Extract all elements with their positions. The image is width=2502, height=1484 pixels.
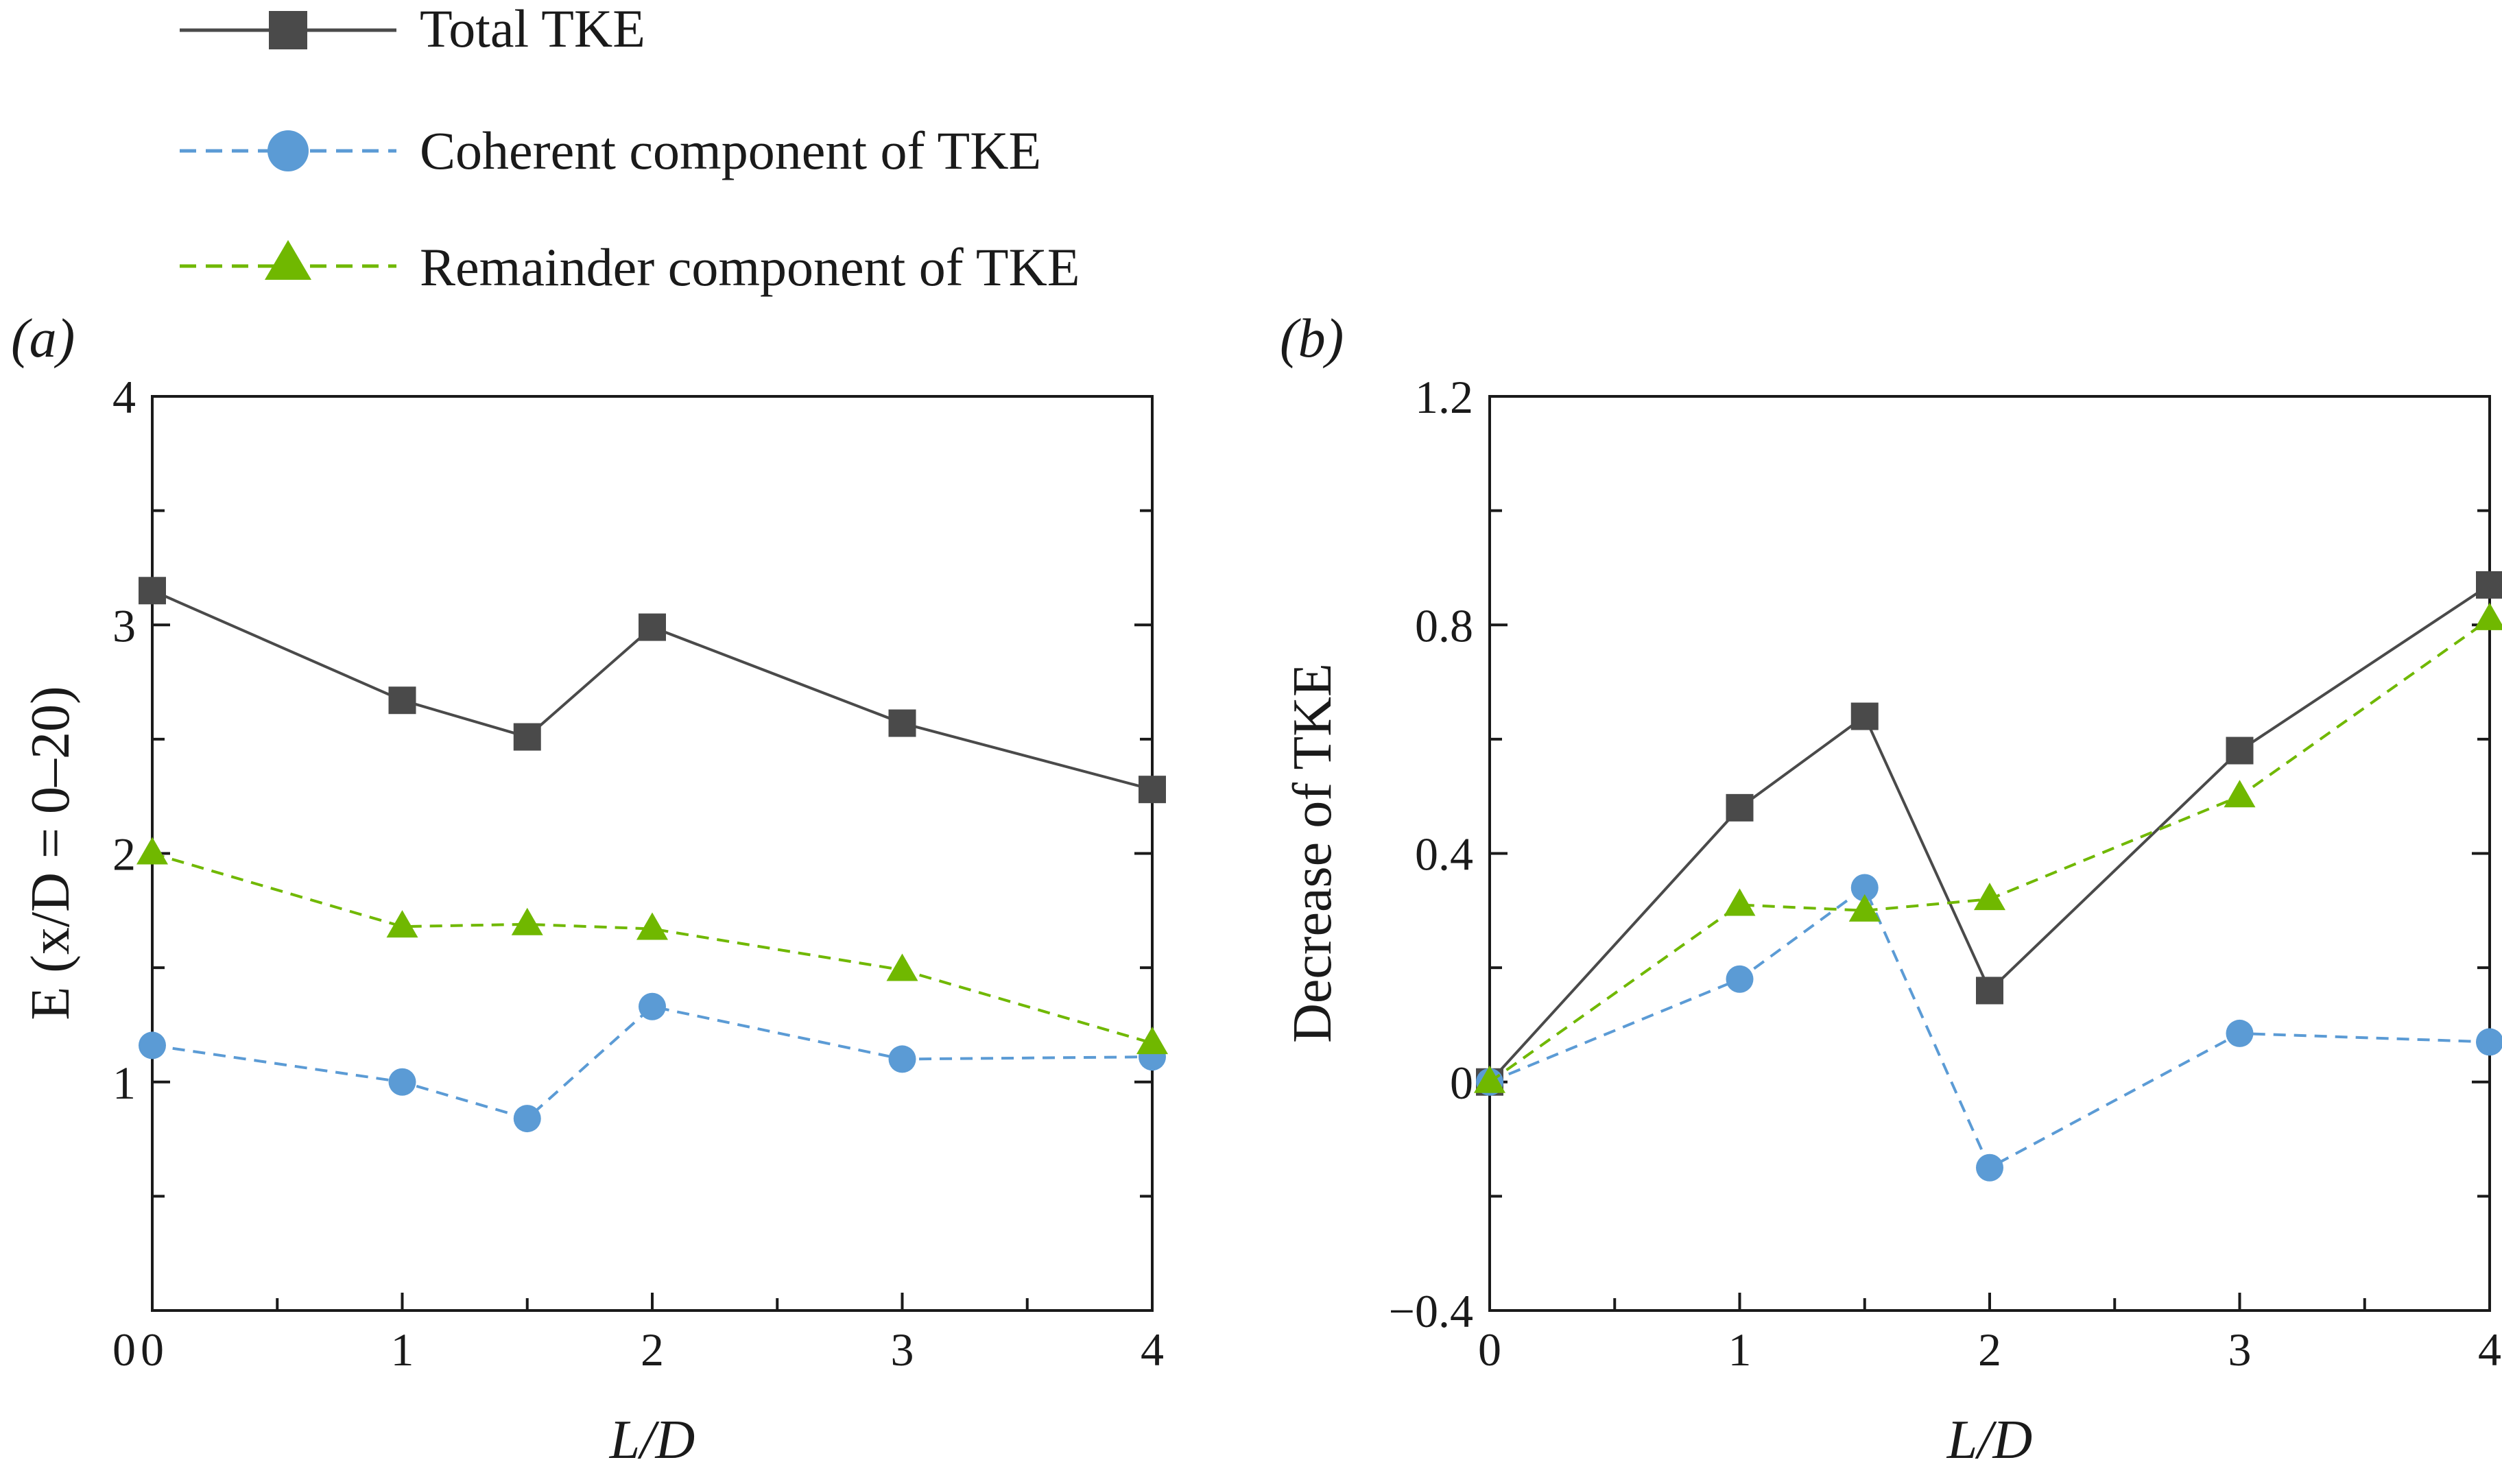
- panel-b-point-triangle: [1974, 883, 2005, 911]
- panel-b-x-tick-label: 2: [1978, 1324, 2001, 1376]
- panel-a-point-circle: [639, 992, 666, 1020]
- panel-a-point-square: [513, 723, 541, 751]
- panel-b-point-triangle: [1724, 888, 1756, 916]
- panel-b-series-line-1: [1489, 885, 2490, 1170]
- panel-b-point-circle: [1976, 1153, 2003, 1182]
- panel-b-point-circle: [2476, 1028, 2502, 1056]
- panel-b-point-square: [1850, 702, 1879, 730]
- panel-b-point-square: [1726, 793, 1754, 822]
- panel-b-point-triangle: [2474, 602, 2502, 630]
- legend-label-coherent: Coherent component of TKE: [420, 121, 1041, 180]
- panel-a-point-square: [639, 613, 666, 641]
- panel-a-point-triangle: [511, 907, 543, 935]
- panel-b-y-tick-label: 0: [1450, 1057, 1473, 1109]
- panel-a-x-tick-label: 1: [391, 1324, 414, 1376]
- legend-marker-triangle: [265, 240, 311, 280]
- panel-a-series: [136, 577, 1168, 1133]
- panel-a-ticks: 0 1 2 3 4 1 2 3 4 0: [112, 371, 1164, 1376]
- panel-a-point-square: [1139, 776, 1166, 804]
- panel-b-point-circle: [1726, 965, 1754, 993]
- panel-a-y-zero-label: 0: [112, 1324, 136, 1376]
- panel-a-y-axis-label: E (x/D = 0–20): [21, 686, 81, 1020]
- panel-b-series: [1474, 571, 2502, 1182]
- panel-a-point-triangle: [886, 953, 918, 981]
- legend-label-remainder: Remainder component of TKE: [420, 237, 1080, 297]
- panel-a-x-tick-label: 3: [891, 1324, 914, 1376]
- panel-b-series-line-2: [1488, 618, 2491, 1084]
- panel-a-point-circle: [139, 1031, 166, 1060]
- panel-b-point-circle: [2226, 1019, 2254, 1047]
- panel-a-x-axis-label: L/D: [609, 1410, 695, 1470]
- panel-b-series-line-0: [1488, 584, 2491, 1084]
- panel-a-x-tick-label: 0: [141, 1324, 164, 1376]
- panel-a-y-tick-label: 1: [112, 1057, 136, 1109]
- panel-b-point-triangle: [2224, 780, 2256, 808]
- panel-a-frame: [151, 395, 1154, 1312]
- panel-a-point-square: [888, 709, 916, 737]
- panel-a-letter: (a): [11, 309, 75, 369]
- legend-entry-remainder: Remainder component of TKE: [180, 237, 1080, 297]
- panel-a-x-tick-label: 4: [1141, 1324, 1164, 1376]
- panel-a-series-line-2: [152, 852, 1153, 1045]
- panel-a-point-circle: [388, 1068, 416, 1096]
- panel-a-x-tick-label: 2: [641, 1324, 664, 1376]
- panel-a-series-line-1: [152, 1005, 1153, 1121]
- panel-b-x-tick-label: 1: [1728, 1324, 1752, 1376]
- panel-a: (a) 0 1 2 3 4 1 2 3 4 0 L/D E (x/D = 0–20): [11, 309, 1168, 1470]
- legend-entry-coherent: Coherent component of TKE: [180, 121, 1041, 180]
- panel-b-y-tick-label: 1.2: [1415, 371, 1473, 423]
- panel-a-point-triangle: [1136, 1027, 1168, 1055]
- panel-a-point-square: [139, 577, 166, 605]
- panel-b-point-square: [2226, 737, 2254, 765]
- panel-a-series-line-0: [152, 589, 1153, 791]
- legend-marker-circle: [267, 130, 309, 171]
- panel-a-y-tick-label: 2: [112, 828, 136, 881]
- panel-b-point-triangle: [1848, 894, 1881, 922]
- panel-a-point-triangle: [636, 912, 668, 940]
- panel-b-ticks: 0 1 2 3 4−0.400.40.81.2: [1389, 371, 2501, 1376]
- panel-b-letter: (b): [1280, 309, 1344, 369]
- panel-b-point-circle: [1850, 874, 1879, 902]
- panel-b-point-square: [2476, 571, 2502, 599]
- panel-b: (b) 0 1 2 3 4−0.400.40.81.2 L/D Decrease of …: [1280, 309, 2502, 1470]
- panel-a-point-square: [388, 686, 416, 715]
- panel-b-x-tick-label: 4: [2478, 1324, 2501, 1376]
- panel-b-y-tick-label: 0.4: [1415, 828, 1473, 881]
- panel-a-y-tick-label: 3: [112, 599, 136, 651]
- panel-a-point-circle: [513, 1105, 541, 1133]
- panel-b-x-tick-label: 3: [2228, 1324, 2252, 1376]
- panel-b-y-tick-label: 0.8: [1415, 599, 1473, 651]
- panel-a-y-tick-label: 4: [112, 371, 136, 423]
- panel-b-x-tick-label: 0: [1478, 1324, 1501, 1376]
- panel-a-point-circle: [888, 1045, 916, 1073]
- panel-b-y-tick-label: −0.4: [1389, 1285, 1473, 1337]
- panel-b-y-axis-label: Decrease of TKE: [1283, 663, 1343, 1043]
- panel-a-point-triangle: [136, 837, 168, 865]
- legend-label-total: Total TKE: [420, 0, 645, 58]
- panel-b-point-triangle: [1474, 1065, 1505, 1093]
- legend: Total TKE Coherent component of TKE Rema…: [180, 0, 1080, 297]
- panel-a-point-triangle: [386, 910, 418, 938]
- legend-marker-square: [269, 11, 307, 49]
- legend-entry-total: Total TKE: [180, 0, 645, 58]
- panel-b-point-square: [1976, 977, 2003, 1005]
- panel-b-x-axis-label: L/D: [1946, 1410, 2033, 1470]
